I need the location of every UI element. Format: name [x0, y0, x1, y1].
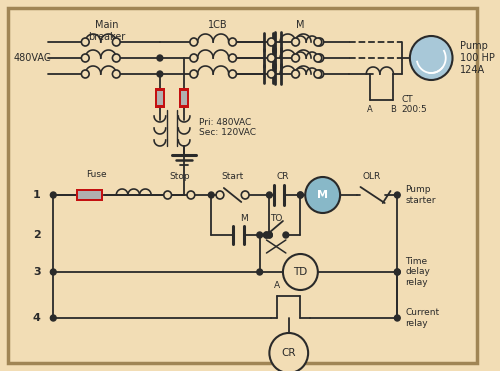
Circle shape — [410, 36, 453, 80]
Text: CR: CR — [282, 348, 296, 358]
Circle shape — [314, 38, 322, 46]
Circle shape — [316, 70, 324, 78]
Text: OLR: OLR — [362, 172, 380, 181]
Text: 4: 4 — [33, 313, 41, 323]
Text: TO: TO — [270, 214, 282, 223]
Text: Fuse: Fuse — [86, 170, 107, 179]
Text: 1: 1 — [33, 190, 40, 200]
Bar — [76, 189, 102, 201]
Text: CR: CR — [276, 172, 289, 181]
Text: 3: 3 — [33, 267, 40, 277]
Circle shape — [190, 38, 198, 46]
Bar — [157, 91, 163, 105]
Circle shape — [292, 38, 300, 46]
Circle shape — [82, 54, 89, 62]
Bar — [78, 191, 101, 199]
Circle shape — [112, 54, 120, 62]
Circle shape — [283, 254, 318, 290]
Text: 1CB: 1CB — [208, 20, 228, 30]
Circle shape — [298, 192, 304, 198]
Circle shape — [157, 71, 163, 77]
Circle shape — [82, 70, 89, 78]
Circle shape — [157, 55, 163, 61]
Circle shape — [394, 315, 400, 321]
Bar — [181, 91, 187, 105]
Circle shape — [292, 54, 300, 62]
Text: 480VAC: 480VAC — [14, 53, 51, 63]
Circle shape — [394, 192, 400, 198]
Circle shape — [242, 191, 249, 199]
Circle shape — [50, 192, 56, 198]
Circle shape — [283, 232, 289, 238]
Text: Time
delay
relay: Time delay relay — [405, 257, 430, 287]
Text: Pump
starter: Pump starter — [405, 185, 436, 205]
Text: Start: Start — [222, 172, 244, 181]
Circle shape — [82, 38, 89, 46]
Circle shape — [268, 38, 275, 46]
Circle shape — [190, 70, 198, 78]
Circle shape — [314, 70, 322, 78]
Text: Main
breaker: Main breaker — [88, 20, 125, 42]
Circle shape — [316, 38, 324, 46]
Text: B: B — [390, 105, 396, 114]
Circle shape — [266, 232, 272, 238]
Circle shape — [164, 191, 172, 199]
Text: TD: TD — [294, 267, 308, 277]
Text: A: A — [274, 281, 280, 290]
Circle shape — [266, 232, 272, 238]
Circle shape — [292, 70, 300, 78]
Circle shape — [264, 232, 270, 238]
Circle shape — [268, 70, 275, 78]
Circle shape — [112, 38, 120, 46]
Circle shape — [190, 54, 198, 62]
Text: Current
relay: Current relay — [405, 308, 439, 328]
Circle shape — [270, 333, 308, 371]
Circle shape — [268, 54, 275, 62]
Circle shape — [112, 70, 120, 78]
Circle shape — [208, 192, 214, 198]
Text: CT
200:5: CT 200:5 — [401, 95, 427, 114]
Circle shape — [314, 54, 322, 62]
Circle shape — [394, 269, 400, 275]
Circle shape — [228, 70, 236, 78]
Text: M: M — [317, 190, 328, 200]
Text: Pump
100 HP
124A: Pump 100 HP 124A — [460, 42, 495, 75]
Text: 2: 2 — [33, 230, 40, 240]
Text: A: A — [368, 105, 373, 114]
Text: M: M — [240, 214, 248, 223]
Circle shape — [257, 269, 262, 275]
Circle shape — [298, 192, 304, 198]
Circle shape — [316, 54, 324, 62]
Circle shape — [394, 269, 400, 275]
Circle shape — [305, 177, 340, 213]
Text: B: B — [298, 281, 304, 290]
Circle shape — [264, 232, 270, 238]
Circle shape — [50, 269, 56, 275]
Bar — [155, 88, 164, 108]
Text: M: M — [296, 20, 304, 30]
Circle shape — [257, 232, 262, 238]
Bar — [180, 88, 189, 108]
Circle shape — [228, 54, 236, 62]
Circle shape — [266, 192, 272, 198]
Circle shape — [228, 38, 236, 46]
Text: Stop: Stop — [169, 172, 190, 181]
Circle shape — [187, 191, 195, 199]
Circle shape — [216, 191, 224, 199]
Text: Pri: 480VAC
Sec: 120VAC: Pri: 480VAC Sec: 120VAC — [198, 118, 256, 137]
Circle shape — [50, 315, 56, 321]
